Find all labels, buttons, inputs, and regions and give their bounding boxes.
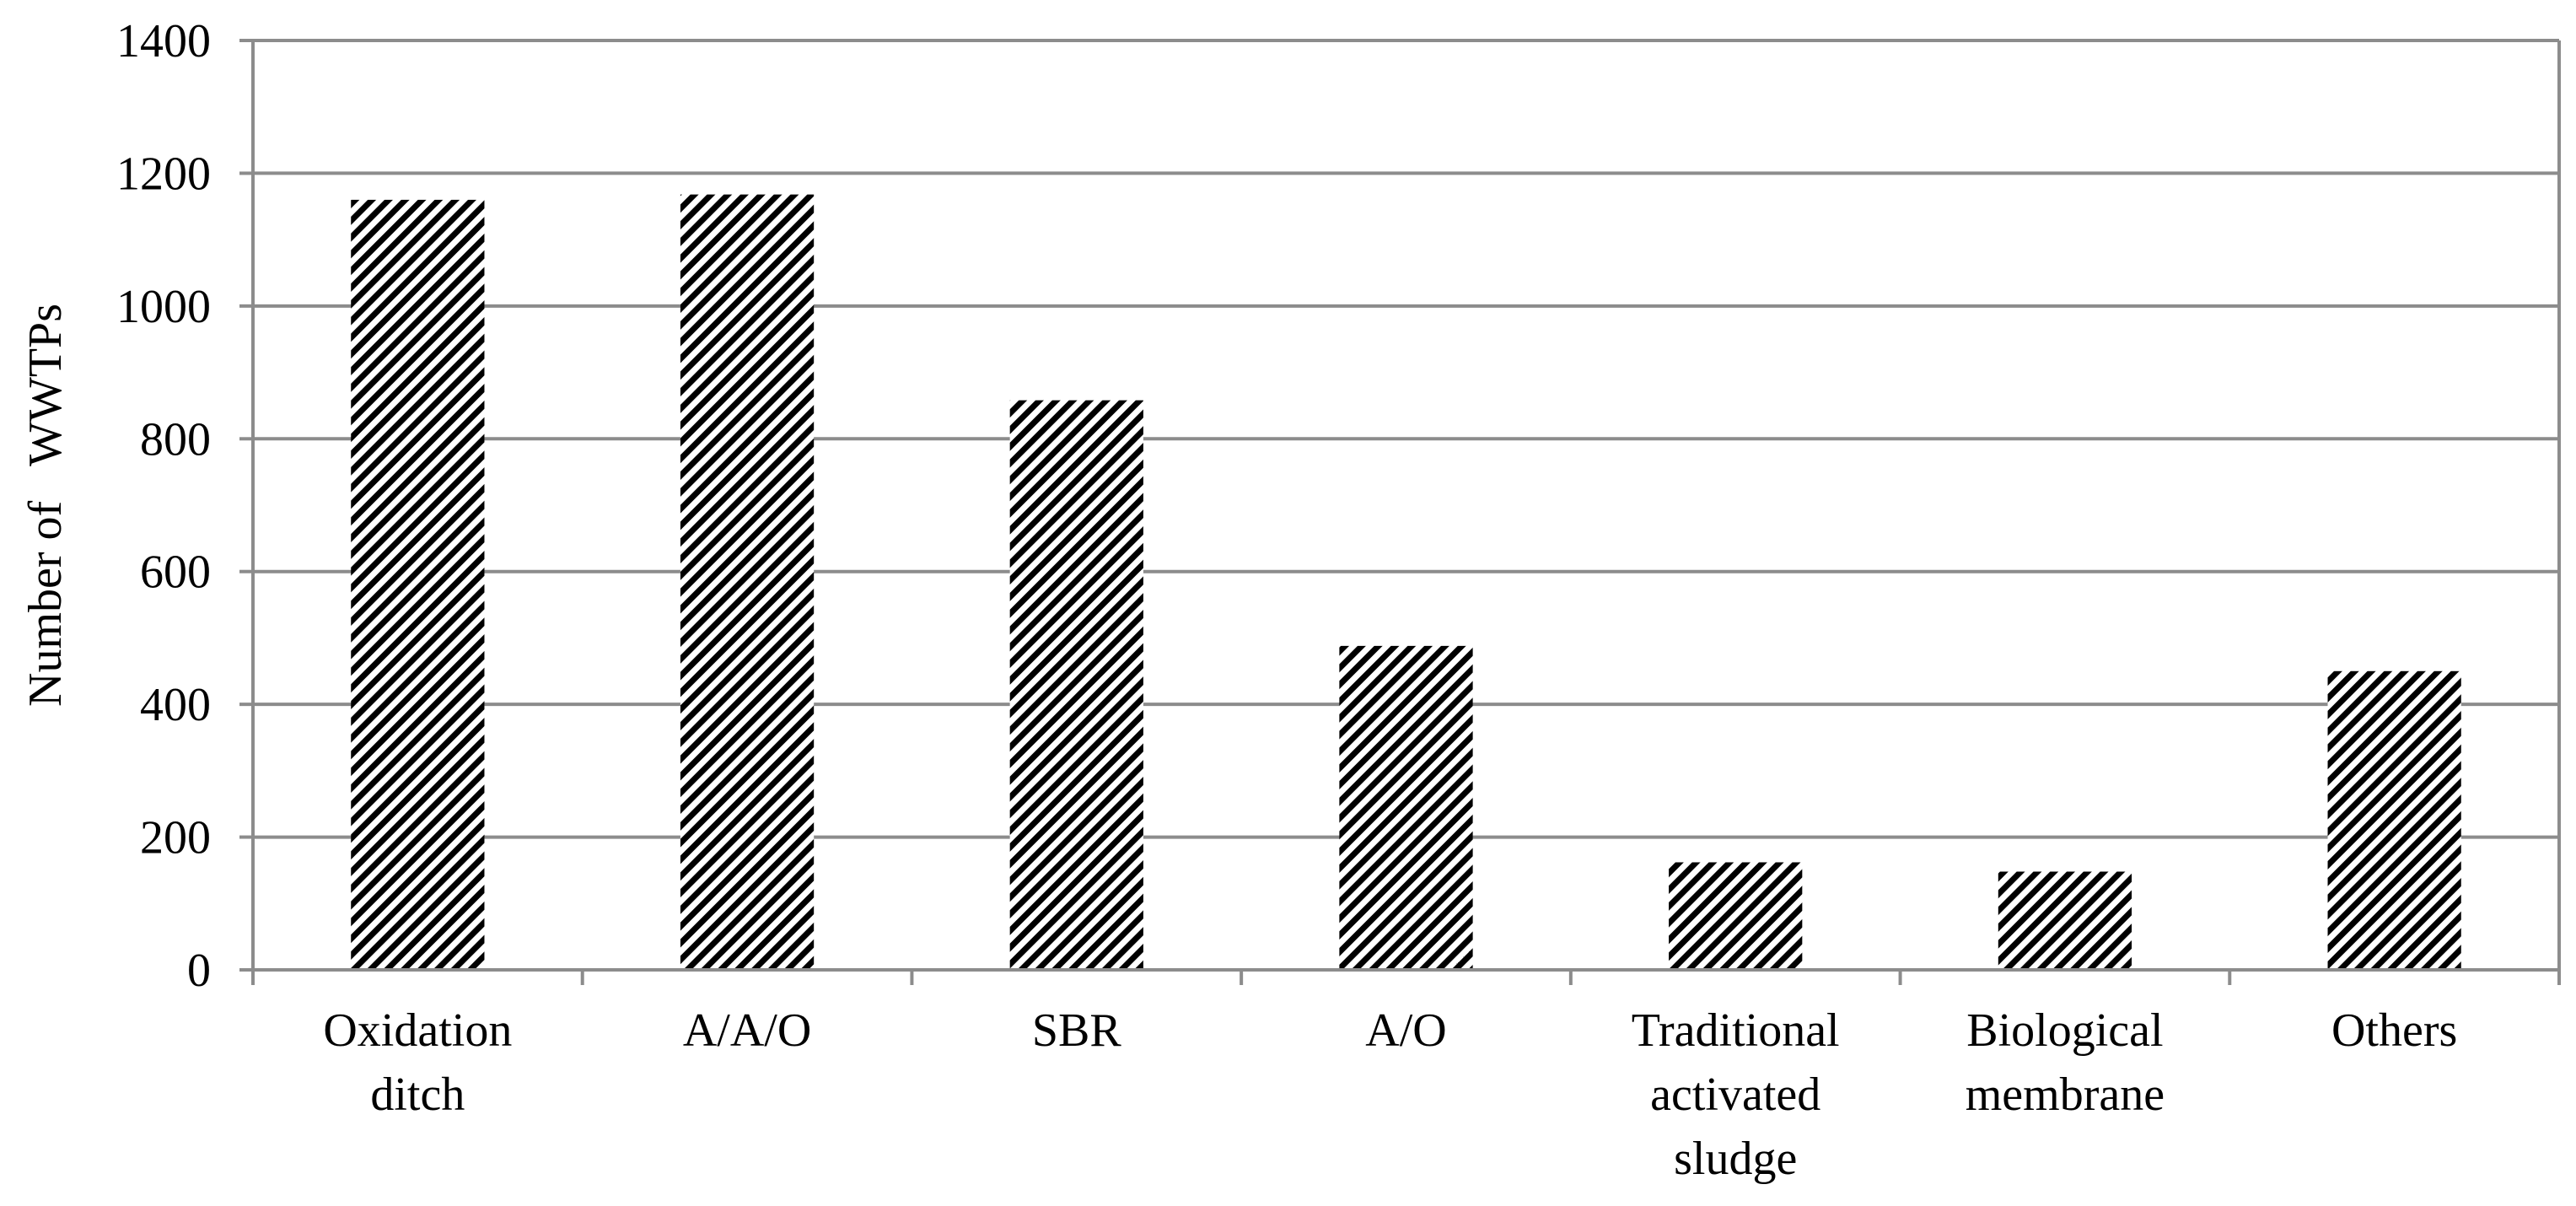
bar	[2327, 670, 2461, 970]
bar	[351, 199, 485, 970]
x-tick-label: A/O	[1365, 1004, 1446, 1057]
bar	[1009, 400, 1143, 970]
bar	[680, 194, 815, 971]
y-tick-label: 600	[140, 546, 211, 599]
y-tick-label: 800	[140, 413, 211, 466]
x-tick-label: Biological membrane	[1966, 1004, 2165, 1121]
y-tick-label: 1400	[116, 15, 211, 67]
y-tick-label: 1000	[116, 281, 211, 333]
y-tick-label: 0	[187, 945, 211, 997]
x-tick-label: Traditional activated sludge	[1632, 1004, 1840, 1185]
y-tick-label: 1200	[116, 148, 211, 200]
x-tick-label: A/A/O	[683, 1004, 811, 1057]
x-tick-label: Others	[2331, 1004, 2457, 1057]
y-tick-label: 400	[140, 679, 211, 731]
bar	[1998, 871, 2132, 970]
bar	[1339, 645, 1473, 970]
gridlines	[253, 39, 2559, 839]
axes	[239, 39, 2561, 985]
y-tick-labels: 0 200 400 600 800 1000 1200 1400	[116, 15, 211, 997]
bars	[351, 194, 2461, 971]
x-tick-label: SBR	[1032, 1004, 1121, 1057]
x-tick-label: Oxidation ditch	[323, 1004, 512, 1121]
x-tick-labels: Oxidation ditch A/A/O SBR A/O Traditional acti…	[323, 1004, 2457, 1185]
y-axis-title: Number of WWTPs	[19, 304, 72, 707]
bar	[1669, 862, 1803, 970]
y-tick-label: 200	[140, 812, 211, 864]
